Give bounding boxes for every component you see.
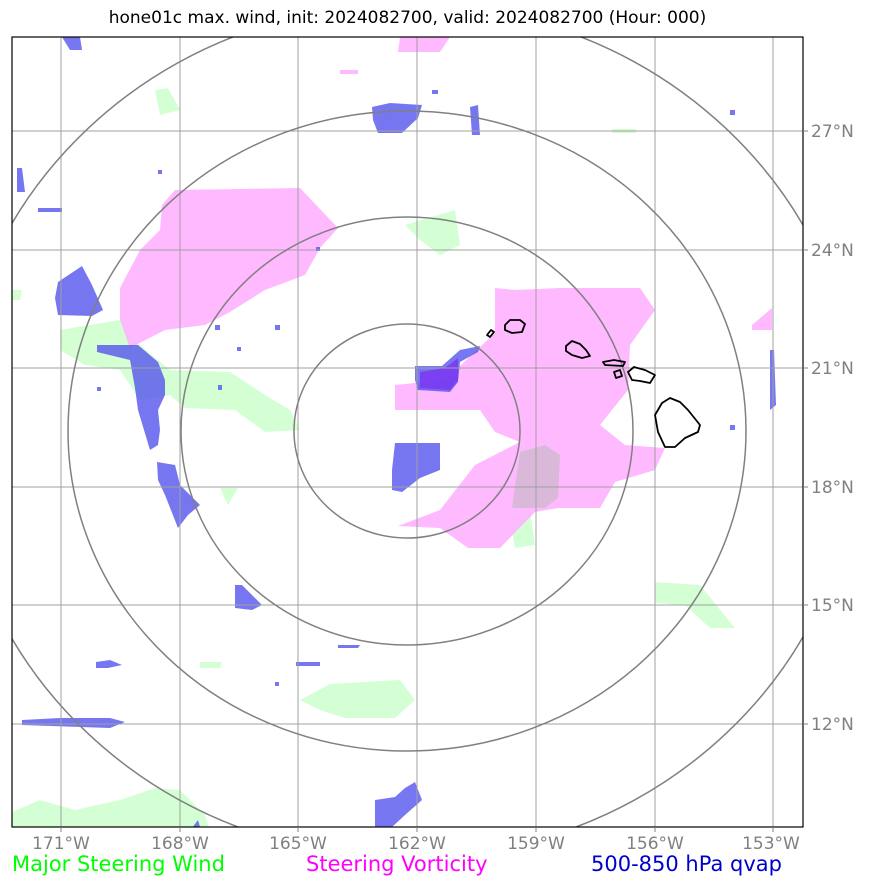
legend-qvap: 500-850 hPa qvap [591,852,782,876]
legend-steering-vorticity: Steering Vorticity [306,852,488,876]
lat-tick-label: 15°N [811,596,854,616]
lat-tick-label: 18°N [811,478,854,498]
map-title: hone01c max. wind, init: 2024082700, val… [108,8,707,28]
lat-tick-labels: 27°N 24°N 21°N 18°N 15°N 12°N [811,122,854,735]
lon-tick-label: 171°W [32,834,90,854]
lon-tick-label: 165°W [269,834,327,854]
legend-steering-wind: Major Steering Wind [12,852,225,876]
steering-vorticity-areas [120,37,772,548]
lon-tick-labels: 171°W 168°W 165°W 162°W 159°W 156°W 153°… [32,834,800,854]
lat-tick-label: 12°N [811,715,854,735]
lon-tick-label: 162°W [388,834,446,854]
lat-tick-label: 21°N [811,359,854,379]
range-rings [12,37,803,827]
lat-tick-label: 27°N [811,122,854,142]
lon-tick-label: 153°W [742,834,800,854]
lat-tick-label: 24°N [811,241,854,261]
hawaii-coastline [486,319,701,448]
lon-tick-label: 156°W [626,834,684,854]
lon-tick-label: 159°W [507,834,565,854]
qvap-areas [17,37,776,827]
lon-tick-label: 168°W [151,834,209,854]
graticule [12,37,803,827]
map-frame [11,36,804,828]
